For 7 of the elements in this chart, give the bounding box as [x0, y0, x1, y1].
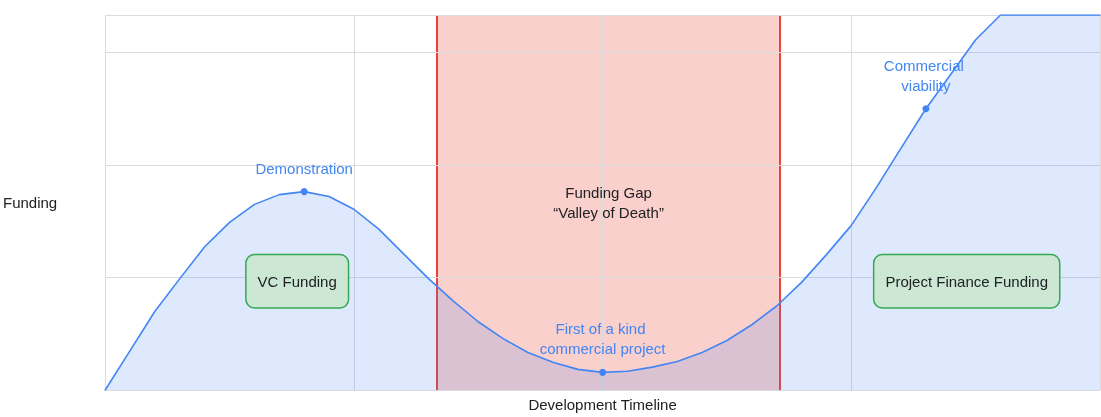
annotation: First of a kind commercial project [539, 320, 667, 358]
annotation: Project Finance Funding [885, 272, 1048, 290]
annotation: Funding Gap “Valley of Death” [553, 184, 664, 221]
annotation: Demonstration [255, 159, 353, 177]
annotation: VC Funding [257, 272, 337, 290]
y-axis-title: Funding [2, 194, 58, 211]
x-axis-title: Development Timeline [528, 396, 677, 413]
